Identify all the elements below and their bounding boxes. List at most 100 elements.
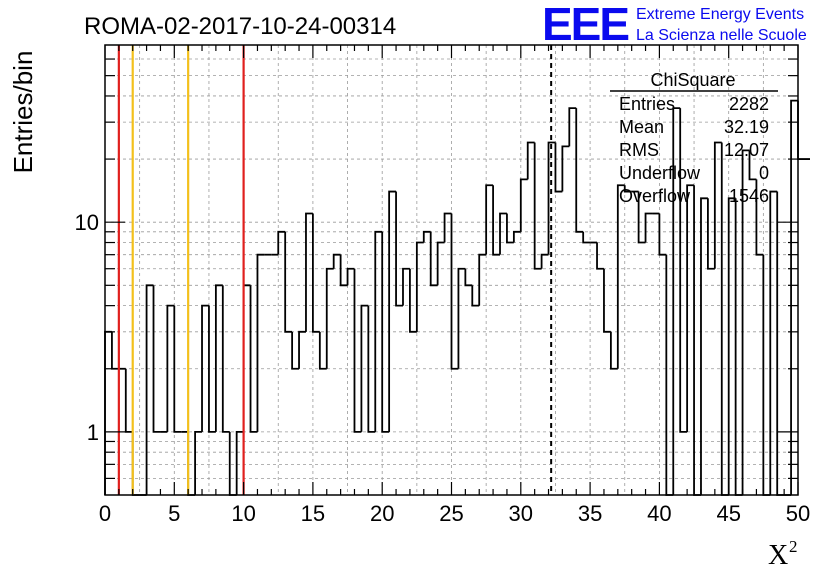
y-axis-label: Entries/bin	[8, 51, 38, 174]
histogram-bin	[582, 231, 591, 244]
histogram-bin	[208, 305, 216, 433]
histogram-bin	[409, 268, 417, 333]
eee-logo-mark: EEE	[542, 0, 628, 50]
histogram-bin	[623, 185, 632, 193]
histogram-bin	[201, 304, 209, 432]
histogram-bin	[152, 285, 161, 433]
histogram-bin	[533, 142, 542, 270]
stats-label-rms: RMS	[619, 140, 659, 160]
histogram-bin	[277, 230, 286, 255]
logo-line-2: La Scienza nelle Scuole	[636, 27, 807, 44]
histogram-bin	[526, 141, 535, 180]
histogram-bin	[554, 142, 563, 193]
vertical-markers	[117, 45, 553, 495]
histogram-bin	[679, 108, 688, 433]
histogram-bin	[658, 213, 667, 256]
x-tick-label: 50	[786, 501, 810, 526]
stats-label-underflow: Underflow	[619, 163, 701, 183]
histogram-bin	[436, 241, 445, 286]
histogram-bin	[339, 254, 348, 287]
x-axis-label-superscript: 2	[789, 537, 798, 556]
histogram-bin	[665, 254, 674, 496]
histogram-bin	[596, 242, 604, 270]
histogram-bin	[741, 149, 750, 495]
histogram-bin	[443, 212, 452, 243]
histogram-bin	[194, 430, 203, 495]
histogram-bin	[492, 185, 501, 256]
histogram-bin	[561, 145, 570, 192]
histogram-bin	[519, 178, 528, 232]
histogram-bin	[727, 197, 736, 495]
histogram-bin	[166, 304, 175, 432]
stats-value-overflow: 1546	[729, 186, 769, 206]
histogram-bin	[609, 331, 618, 370]
histogram-bin	[145, 284, 154, 495]
histogram-bin	[499, 212, 507, 255]
histogram-bin	[429, 231, 438, 287]
histogram-bin	[450, 213, 459, 370]
histogram-bars	[104, 99, 810, 496]
stats-value-underflow: 0	[759, 163, 769, 183]
stats-label-overflow: Overflow	[619, 186, 691, 206]
histogram-bin	[284, 231, 293, 333]
histogram-bin	[720, 142, 729, 496]
x-tick-label: 30	[509, 501, 533, 526]
histogram-bin	[353, 268, 362, 433]
histogram-bin	[332, 253, 341, 269]
stats-title: ChiSquare	[650, 70, 735, 90]
x-tick-label: 10	[231, 501, 255, 526]
histogram-bin	[485, 184, 494, 255]
histogram-bin	[235, 430, 244, 495]
x-tick-label: 25	[439, 501, 463, 526]
x-axis-label-base: X	[768, 540, 788, 571]
x-tick-label: 5	[168, 501, 180, 526]
histogram-bin	[173, 305, 182, 433]
histogram-bin	[547, 141, 556, 255]
stats-value-mean: 32.19	[724, 117, 769, 137]
x-tick-label: 20	[370, 501, 394, 526]
stats-label-mean: Mean	[619, 117, 664, 137]
histogram-bin	[402, 267, 410, 306]
histogram-bin	[616, 184, 625, 369]
histogram-bin	[104, 330, 112, 495]
eee-logo: EEE Extreme Energy Events La Scienza nel…	[542, 0, 807, 50]
histogram-bin	[790, 99, 798, 495]
histogram-bin	[512, 230, 521, 243]
y-tick-label: 1	[87, 420, 99, 445]
x-tick-label: 0	[99, 501, 111, 526]
histogram-bin	[374, 230, 383, 432]
histogram-bin	[672, 107, 681, 495]
histogram-bin	[748, 150, 757, 181]
histogram-bin	[478, 253, 487, 306]
histogram-bin	[381, 231, 390, 433]
x-tick-label: 15	[301, 501, 325, 526]
chart-title: ROMA-02-2017-10-24-00314	[84, 13, 396, 40]
histogram-bin	[506, 213, 514, 244]
histogram-bin	[644, 212, 653, 243]
histogram-bin	[776, 191, 785, 496]
x-tick-label: 45	[716, 501, 740, 526]
histogram-bin	[769, 190, 778, 495]
histogram-bin	[249, 285, 258, 433]
histogram-bin	[298, 330, 306, 369]
histogram-bin	[637, 191, 646, 244]
histogram-bin	[318, 331, 327, 370]
logo-line-1: Extreme Energy Events	[636, 6, 804, 23]
x-axis-label: X 2	[768, 537, 798, 571]
histogram-bin	[305, 212, 313, 332]
histogram-bin	[540, 253, 549, 269]
histogram-bin	[312, 213, 320, 333]
histogram-bin	[568, 107, 577, 147]
stats-value-rms: 12.07	[724, 140, 769, 160]
histogram-bin	[346, 267, 355, 286]
histogram-bin	[221, 285, 230, 433]
histogram-bin	[367, 305, 376, 433]
histogram-bin	[700, 197, 708, 495]
histogram-bin	[707, 198, 715, 270]
histogram-bin	[755, 179, 764, 256]
histogram-bin	[291, 331, 300, 370]
histogram-bin	[471, 285, 480, 307]
stats-label-entries: Entries	[619, 94, 675, 114]
histogram-bin	[360, 304, 369, 432]
